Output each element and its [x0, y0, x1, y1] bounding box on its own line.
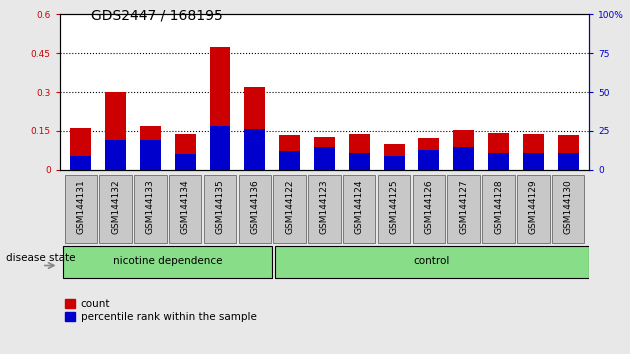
Bar	[378, 175, 410, 243]
Bar	[210, 126, 231, 170]
Bar	[343, 175, 375, 243]
Bar	[453, 147, 474, 170]
Bar	[314, 137, 335, 170]
Legend: count, percentile rank within the sample: count, percentile rank within the sample	[65, 299, 256, 322]
Text: GSM144122: GSM144122	[285, 179, 294, 234]
Bar	[488, 133, 509, 170]
Bar	[483, 175, 515, 243]
Bar	[275, 246, 589, 278]
Bar	[523, 133, 544, 170]
Text: GSM144125: GSM144125	[389, 179, 399, 234]
Bar	[384, 144, 404, 170]
Bar	[349, 153, 370, 170]
Bar	[447, 175, 480, 243]
Text: GSM144124: GSM144124	[355, 179, 364, 234]
Bar	[71, 129, 91, 170]
Bar	[203, 175, 236, 243]
Text: GSM144126: GSM144126	[425, 179, 433, 234]
Text: GSM144136: GSM144136	[250, 179, 260, 234]
Bar	[517, 175, 549, 243]
Text: nicotine dependence: nicotine dependence	[113, 256, 222, 266]
Bar	[413, 175, 445, 243]
Bar	[244, 87, 265, 170]
Bar	[552, 175, 585, 243]
Bar	[308, 175, 341, 243]
Bar	[279, 151, 300, 170]
Text: GSM144129: GSM144129	[529, 179, 538, 234]
Text: GSM144128: GSM144128	[494, 179, 503, 234]
Text: control: control	[414, 256, 450, 266]
Bar	[558, 153, 578, 170]
Bar	[71, 156, 91, 170]
Bar	[453, 131, 474, 170]
Bar	[175, 134, 196, 170]
Bar	[64, 175, 97, 243]
Bar	[349, 135, 370, 170]
Text: GSM144135: GSM144135	[215, 179, 224, 234]
Bar	[100, 175, 132, 243]
Bar	[105, 140, 126, 170]
Bar	[279, 135, 300, 170]
Bar	[140, 140, 161, 170]
Text: GSM144134: GSM144134	[181, 179, 190, 234]
Bar	[418, 150, 439, 170]
Bar	[169, 175, 202, 243]
Text: GSM144133: GSM144133	[146, 179, 155, 234]
Bar	[523, 153, 544, 170]
Text: disease state: disease state	[6, 253, 76, 263]
Bar	[239, 175, 271, 243]
Bar	[273, 175, 306, 243]
Text: GSM144123: GSM144123	[320, 179, 329, 234]
Text: GSM144130: GSM144130	[564, 179, 573, 234]
Bar	[244, 130, 265, 170]
Bar	[175, 154, 196, 170]
Bar	[134, 175, 166, 243]
Bar	[558, 135, 578, 170]
Text: GSM144132: GSM144132	[111, 179, 120, 234]
Bar	[384, 156, 404, 170]
Text: GDS2447 / 168195: GDS2447 / 168195	[91, 9, 223, 23]
Bar	[488, 153, 509, 170]
Text: GSM144127: GSM144127	[459, 179, 468, 234]
Bar	[105, 92, 126, 170]
Text: GSM144131: GSM144131	[76, 179, 85, 234]
Bar	[314, 147, 335, 170]
Bar	[140, 126, 161, 170]
Bar	[64, 246, 272, 278]
Bar	[418, 138, 439, 170]
Bar	[210, 47, 231, 170]
